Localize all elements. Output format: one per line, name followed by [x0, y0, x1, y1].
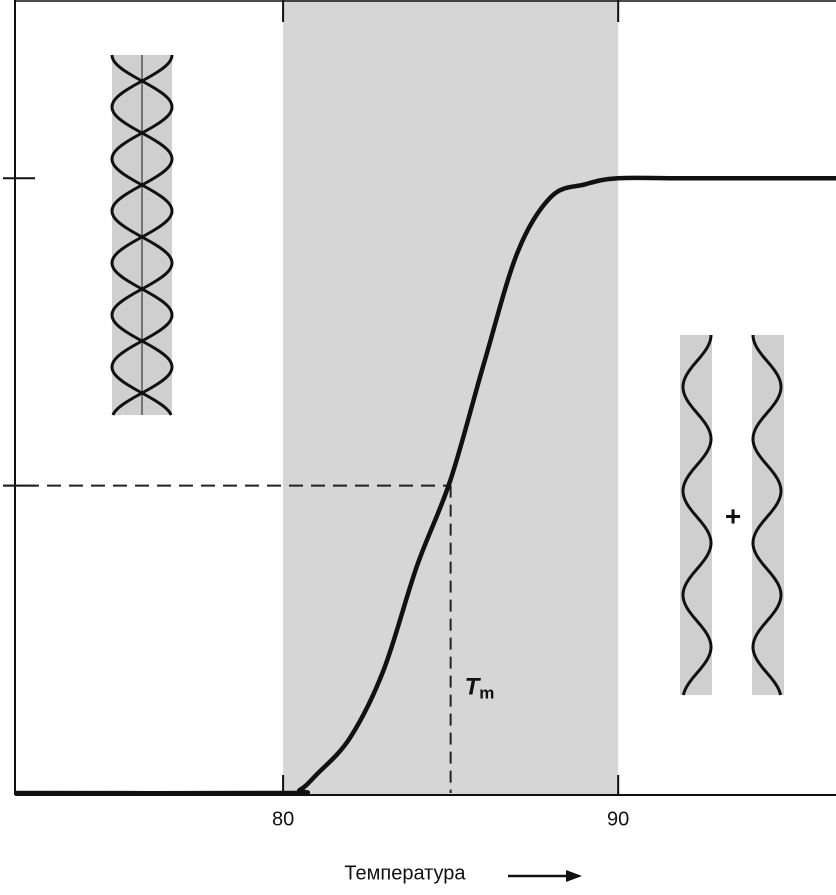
helix-strand: [110, 54, 174, 416]
x-axis-arrow: [508, 870, 582, 882]
single-strand: [681, 334, 713, 696]
helix-strand: [110, 54, 174, 416]
tm-label: Tm: [465, 674, 495, 703]
tm-symbol: T: [465, 674, 482, 701]
x-axis-label: Температура: [344, 862, 466, 884]
tm-subscript: m: [479, 684, 494, 703]
x-tick-label: 90: [607, 808, 629, 830]
x-tick-label: 80: [272, 808, 294, 830]
melting-curve: [14, 175, 836, 796]
single-strand: [751, 334, 783, 696]
plus-sign: +: [725, 500, 741, 531]
arrow-head: [566, 870, 582, 882]
double-helix-illustration: [110, 54, 174, 416]
separated-strands-illustration: [680, 334, 784, 696]
